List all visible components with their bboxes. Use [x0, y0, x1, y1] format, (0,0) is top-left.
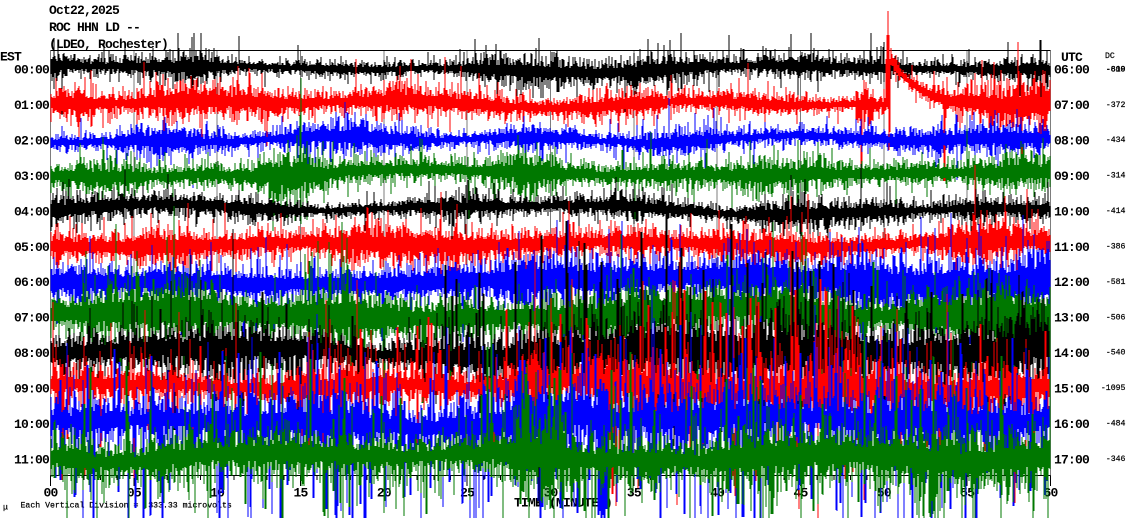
svg-text:09:00: 09:00 — [1054, 169, 1090, 184]
svg-text:10:00: 10:00 — [14, 417, 50, 432]
svg-text:12:00: 12:00 — [1054, 275, 1090, 290]
svg-text:15: 15 — [294, 486, 309, 501]
svg-text:ROC HHN LD --: ROC HHN LD -- — [49, 20, 140, 35]
svg-text:14:00: 14:00 — [1054, 346, 1090, 361]
svg-text:EST: EST — [0, 50, 22, 65]
svg-text:17:00: 17:00 — [1054, 452, 1090, 467]
svg-text:-540: -540 — [1106, 349, 1126, 358]
svg-text:10:00: 10:00 — [1054, 204, 1090, 219]
svg-text:03:00: 03:00 — [14, 169, 50, 184]
svg-text:06:00: 06:00 — [1054, 63, 1090, 78]
svg-text:02:00: 02:00 — [14, 134, 50, 149]
svg-text:25: 25 — [460, 486, 475, 501]
svg-text:-434: -434 — [1106, 136, 1126, 145]
svg-text:-372: -372 — [1106, 101, 1126, 110]
svg-text:-506: -506 — [1106, 313, 1126, 322]
svg-text:11:00: 11:00 — [1054, 240, 1090, 255]
svg-text:08:00: 08:00 — [14, 346, 50, 361]
svg-text:05:00: 05:00 — [14, 240, 50, 255]
svg-text:Oct22,2025: Oct22,2025 — [49, 3, 120, 18]
svg-text:01:00: 01:00 — [14, 98, 50, 113]
svg-text:06:00: 06:00 — [14, 275, 50, 290]
svg-text:-314: -314 — [1106, 172, 1126, 181]
svg-text:13:00: 13:00 — [1054, 311, 1090, 326]
svg-text:00:00: 00:00 — [14, 63, 50, 78]
svg-text:-346: -346 — [1106, 455, 1126, 464]
svg-text:09:00: 09:00 — [14, 381, 50, 396]
svg-text:-819: -819 — [1106, 65, 1126, 74]
svg-text:-581: -581 — [1106, 278, 1126, 287]
svg-text:Each Vertical Division = 333.: Each Vertical Division = 333.33 microvol… — [21, 501, 232, 511]
svg-text:16:00: 16:00 — [1054, 417, 1090, 432]
svg-text:07:00: 07:00 — [1054, 98, 1090, 113]
svg-text:UTC: UTC — [1061, 50, 1083, 65]
svg-text:-484: -484 — [1106, 420, 1126, 429]
svg-text:-414: -414 — [1106, 207, 1126, 216]
svg-text:15:00: 15:00 — [1054, 381, 1090, 396]
svg-text:07:00: 07:00 — [14, 311, 50, 326]
svg-text:08:00: 08:00 — [1054, 134, 1090, 149]
svg-text:11:00: 11:00 — [14, 452, 50, 467]
svg-text:(LDEO, Rochester): (LDEO, Rochester) — [49, 37, 168, 52]
svg-text:DC: DC — [1105, 52, 1115, 61]
svg-text:-600: -600 — [1106, 65, 1126, 74]
svg-text:60: 60 — [1044, 486, 1059, 501]
svg-text:00: 00 — [44, 486, 59, 501]
svg-text:-386: -386 — [1106, 242, 1126, 251]
svg-text:-1095: -1095 — [1101, 384, 1126, 393]
svg-text:04:00: 04:00 — [14, 204, 50, 219]
svg-text:μ: μ — [3, 504, 8, 513]
